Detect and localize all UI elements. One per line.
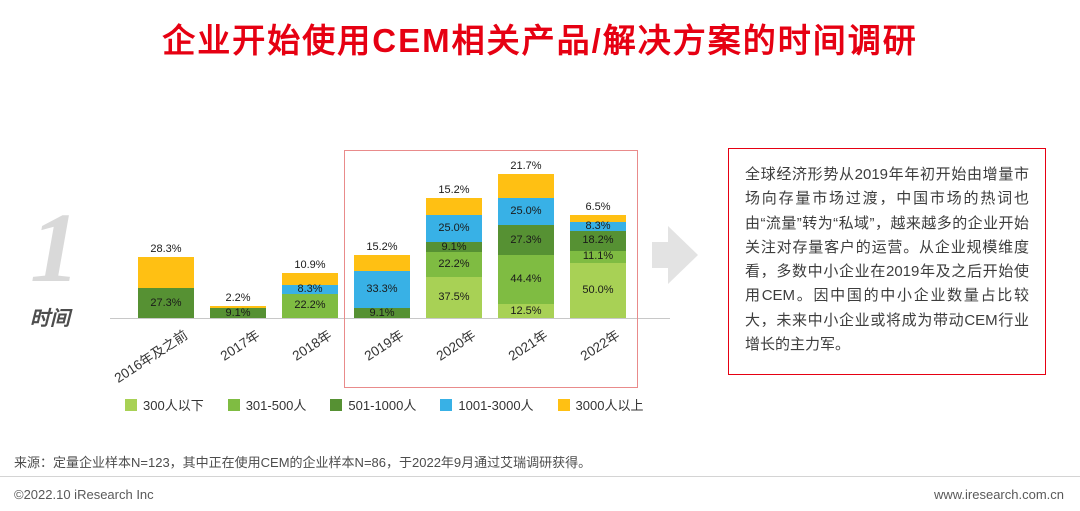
arrow-triangle [668, 226, 698, 284]
bar-column: 21.7% 25.0% 27.3% 44.4% 12.5% [498, 160, 554, 318]
bar-segment [138, 256, 194, 288]
bar-segment: 8.3% [282, 282, 338, 295]
legend-label: 501-1000人 [348, 398, 417, 413]
legend-label: 3000人以上 [575, 398, 644, 413]
bar-value-label: 22.2% [294, 299, 326, 312]
bar-segment: 50.0% [570, 263, 626, 318]
bar-segment: 9.1% [426, 240, 482, 253]
bar-value-label: 25.0% [510, 205, 542, 218]
legend-label: 301-500人 [245, 398, 307, 413]
bar-segment: 11.1% [570, 250, 626, 263]
chart-legend: 300人以下 301-500人 501-1000人 1001-3000人 3000人以上 [125, 395, 643, 414]
bar-segment: 22.2% [282, 293, 338, 318]
website-link: www.iresearch.com.cn [933, 487, 1064, 502]
bar-segment: 18.2% [570, 230, 626, 251]
bar-segment: 25.0% [498, 197, 554, 226]
legend-item: 301-500人 [227, 395, 307, 414]
bar-value-label: 2.2% [225, 291, 251, 304]
bar-segment: 25.0% [426, 214, 482, 243]
bar-segment [498, 174, 554, 198]
bar-segment: 27.3% [498, 225, 554, 256]
bar-value-label: 15.2% [438, 184, 470, 197]
legend-label: 1001-3000人 [458, 398, 534, 413]
bar-column: 28.3% 27.3% [138, 243, 194, 318]
bar-segment: 27.3% [138, 288, 194, 318]
highlight-box [344, 150, 638, 388]
bar-value-label: 11.1% [582, 250, 614, 263]
section-number: 1 [30, 192, 80, 303]
legend-item: 3000人以上 [557, 395, 644, 414]
footer-divider [0, 476, 1080, 477]
bar-segment: 12.5% [498, 304, 554, 318]
legend-label: 300人以下 [143, 398, 204, 413]
bar-value-label: 37.5% [438, 290, 470, 303]
legend-swatch [227, 398, 240, 411]
bar-column: 10.9% 8.3% 22.2% [282, 259, 338, 318]
bar-value-label: 21.7% [510, 160, 542, 173]
bar-column: 6.5% 8.3% 18.2% 11.1% 50.0% [570, 201, 626, 318]
copyright: ©2022.10 iResearch Inc [14, 487, 154, 502]
bar-column: 2.2% 9.1% [210, 292, 266, 318]
bar-value-label: 27.3% [150, 296, 182, 309]
bar-segment: 9.1% [210, 306, 266, 319]
bar-segment: 37.5% [426, 276, 482, 318]
bar-value-label: 10.9% [294, 258, 326, 271]
bar-value-label: 33.3% [366, 283, 398, 296]
legend-swatch [125, 398, 137, 411]
bar-segment: 44.4% [498, 255, 554, 305]
bar-segment [570, 214, 626, 222]
page-title: 企业开始使用CEM相关产品/解决方案的时间调研 [162, 22, 918, 59]
bar-value-label: 44.4% [510, 273, 542, 286]
legend-item: 501-1000人 [330, 395, 416, 414]
bar-segment [210, 305, 266, 308]
bar-value-label: 25.0% [438, 222, 470, 235]
bar-value-label: 22.2% [438, 258, 470, 270]
chart: 28.3% 27.3% 2.2% 9.1% 10.9% 8.3% 22.2% 15.2% 33.… [110, 148, 670, 398]
bar-segment [282, 272, 338, 285]
bar-value-label: 50.0% [582, 284, 614, 296]
legend-item: 1001-3000人 [440, 395, 534, 414]
bar-value-label: 9.1% [441, 240, 467, 253]
legend-swatch [330, 398, 343, 411]
arrow-rect [652, 242, 668, 268]
legend-swatch [557, 398, 570, 411]
bar-value-label: 28.3% [150, 242, 182, 255]
bar-value-label: 8.3% [585, 219, 611, 232]
chart-plot: 28.3% 27.3% 2.2% 9.1% 10.9% 8.3% 22.2% 15.2% 33.… [110, 148, 670, 319]
bar-value-label: 9.1% [225, 306, 251, 319]
bar-value-label: 9.1% [369, 306, 395, 319]
bar-segment: 8.3% [570, 219, 626, 232]
bar-column: 15.2% 25.0% 9.1% 22.2% 37.5% [426, 184, 482, 318]
bar-segment: 33.3% [354, 271, 410, 308]
bar-value-label: 12.5% [510, 304, 542, 317]
bar-segment: 22.2% [426, 252, 482, 277]
legend-swatch [440, 398, 453, 411]
bar-segment [426, 198, 482, 215]
section-label: 时间 [30, 308, 70, 330]
bar-segment: 9.1% [354, 306, 410, 319]
legend-item: 300人以下 [125, 395, 204, 414]
bar-column: 15.2% 33.3% 9.1% [354, 241, 410, 318]
bar-value-label: 18.2% [582, 234, 614, 247]
source-note: 来源：定量企业样本N=123，其中正在使用CEM的企业样本N=86，于2022年… [14, 455, 592, 470]
bar-value-label: 27.3% [510, 233, 542, 246]
bar-segment [354, 254, 410, 272]
bar-value-label: 15.2% [366, 240, 398, 253]
arrow-right-icon [652, 226, 698, 284]
annotation-box: 全球经济形势从2019年年初开始由增量市场向存量市场过渡，中国市场的热词也由“流… [728, 148, 1046, 375]
bar-value-label: 6.5% [585, 200, 611, 213]
bar-value-label: 8.3% [297, 282, 323, 295]
